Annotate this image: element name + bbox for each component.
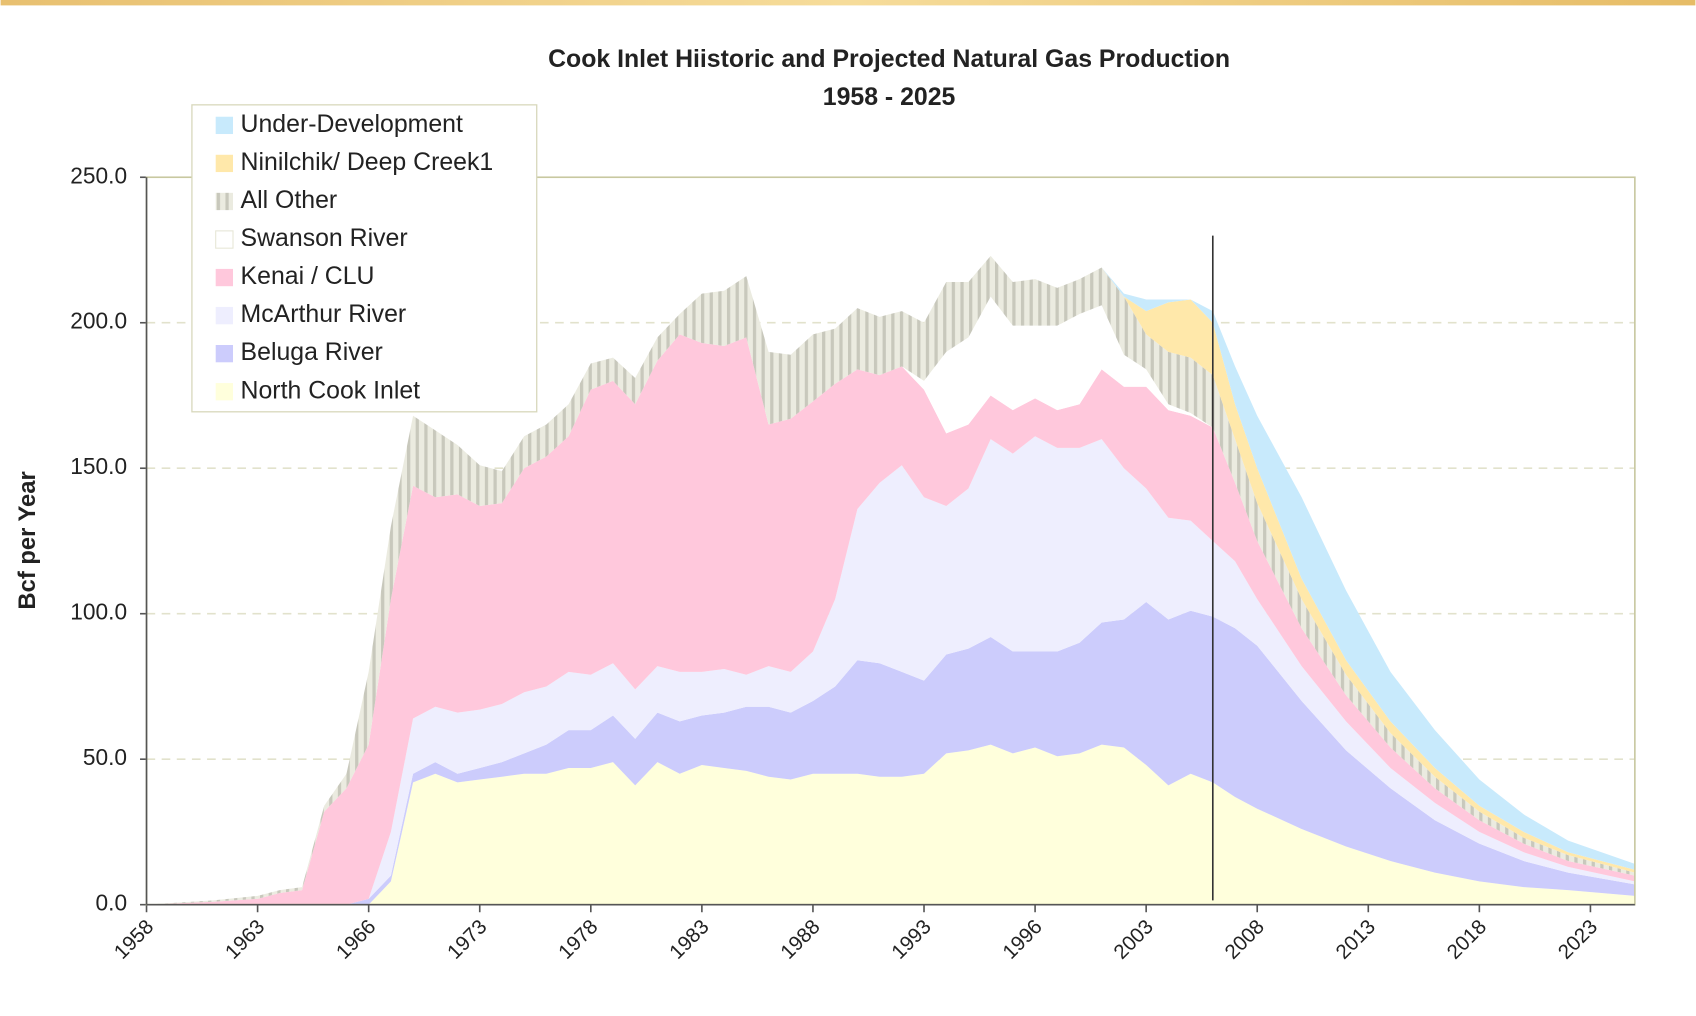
legend-swatch [215, 154, 233, 173]
x-tick-label: 1973 [443, 915, 492, 964]
legend: Under-Development Ninilchik/ Deep Creek1 A… [191, 104, 538, 413]
legend-swatch [215, 230, 234, 249]
legend-box [191, 104, 538, 413]
area [146, 744, 1635, 905]
legend-label: All Other [241, 187, 338, 214]
chart-subtitle: 1958 - 2025 [823, 84, 956, 111]
y-tick-label: 0.0 [96, 890, 128, 916]
chart-title: Cook Inlet Hiistoric and Projected Natur… [548, 46, 1230, 73]
x-tick-label: 2003 [1109, 915, 1158, 964]
x-tick-label: 1996 [998, 915, 1047, 964]
legend-label: Kenai / CLU [241, 263, 375, 290]
y-tick-label: 250.0 [70, 162, 127, 188]
x-tick-label: 2008 [1220, 915, 1269, 964]
area [146, 436, 1635, 905]
legend-label: Beluga River [241, 339, 383, 366]
legend-swatch [215, 383, 233, 401]
area [146, 255, 1635, 905]
y-tick-label: 200.0 [70, 308, 127, 334]
y-tick-label: 100.0 [70, 599, 127, 625]
legend-label: Under-Development [241, 111, 463, 138]
x-tick-label: 1993 [887, 915, 936, 964]
x-tick-label: 2018 [1443, 915, 1492, 964]
top-stripe [0, 0, 1696, 6]
areas [146, 255, 1635, 905]
x-tick-label: 1963 [221, 915, 270, 964]
x-tick-label: 2023 [1554, 915, 1603, 964]
x-tick-label: 1966 [332, 915, 381, 964]
legend-swatch [215, 306, 233, 325]
legend-label: Ninilchik/ Deep Creek1 [241, 149, 494, 176]
x-tick-label: 1978 [554, 915, 603, 964]
legend-swatch [215, 268, 233, 287]
area [146, 602, 1635, 905]
legend-swatch [215, 116, 233, 135]
x-tick-label: 1958 [110, 915, 159, 964]
legend-label: McArthur River [241, 301, 407, 328]
y-axis-label: Bcf per Year [14, 471, 41, 609]
legend-swatch [215, 192, 233, 211]
legend-swatch [215, 345, 233, 363]
x-tick-label: 2013 [1331, 915, 1380, 964]
area [146, 334, 1635, 905]
legend-label: Swanson River [241, 225, 408, 252]
x-tick-label: 1988 [776, 915, 825, 964]
y-tick-label: 50.0 [83, 744, 127, 770]
legend-label: North Cook Inlet [241, 377, 421, 404]
x-tick-label: 1983 [665, 915, 714, 964]
y-tick-label: 150.0 [70, 453, 127, 479]
